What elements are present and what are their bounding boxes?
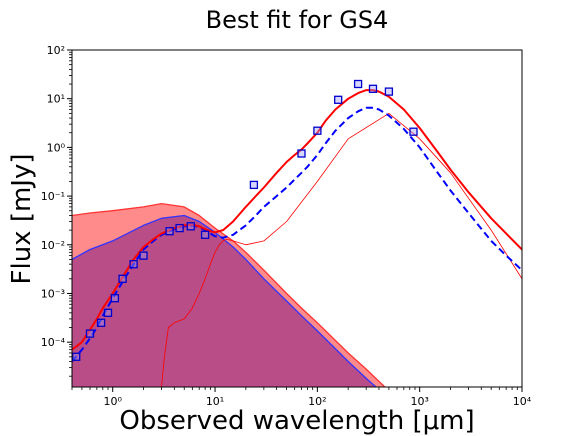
y-tick-label: 10⁻³ [41,287,65,300]
y-tick-label: 10² [47,44,65,57]
observed-point [368,84,378,93]
observed-point [110,294,120,303]
observed-point [186,222,195,231]
x-axis-ticks: 10⁰ 10¹ 10² 10³ 10⁴ [71,387,532,408]
observed-point [139,251,148,260]
stellar-attenuated-fill [72,215,389,387]
observed-point [165,227,174,236]
x-tick-label: 10² [308,395,326,408]
observed-point [409,127,418,136]
observed-point [313,126,322,135]
x-tick-label: 10⁰ [104,395,123,408]
observed-points-layer [72,79,418,361]
y-tick-label: 10⁰ [47,141,66,154]
observed-point [334,95,343,104]
series-line-total-attenuated [72,106,522,363]
x-tick-label: 10⁴ [513,395,532,408]
observed-point [249,180,259,190]
x-tick-label: 10³ [410,395,428,408]
y-tick-label: 10¹ [47,93,65,106]
observed-point [96,318,106,327]
series-line-young-stars [161,113,522,387]
x-axis-label: Observed wavelength [μm] [119,406,474,436]
observed-point [103,308,113,317]
observed-point [353,79,363,89]
series-layer [72,89,522,387]
chart-title: Best fit for GS4 [206,6,389,34]
stellar-band-fill [72,203,385,387]
observed-point [384,87,394,96]
y-tick-label: 10⁻² [41,239,65,252]
y-tick-label: 10⁻⁴ [41,336,66,349]
y-axis-label: Flux [mJy] [7,154,37,285]
observed-point [72,352,81,361]
observed-point [129,260,138,269]
observed-point [297,149,306,158]
observed-point [175,223,184,233]
series-line-total [72,89,522,351]
stellar-band-layer [72,203,389,387]
y-tick-label: 10⁻¹ [41,190,65,203]
observed-point [85,329,95,338]
y-axis-ticks: 10⁻⁴ 10⁻³ 10⁻² 10⁻¹ 10⁰ 10¹ 10² [41,44,72,377]
series-line-stellar-attenuated [72,214,377,387]
x-tick-label: 10¹ [206,395,224,408]
plot-frame [71,49,523,388]
observed-point [118,274,127,283]
observed-point [200,230,210,239]
